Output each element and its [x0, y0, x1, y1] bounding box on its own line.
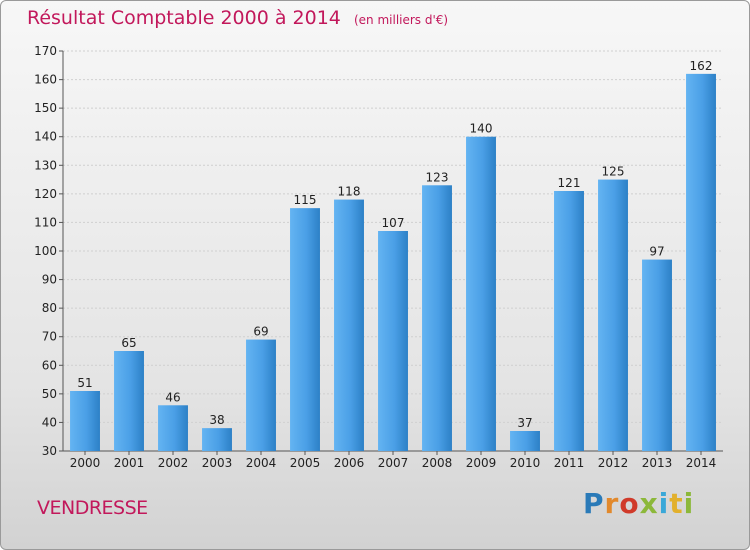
y-tick-label: 50 [42, 387, 57, 401]
value-label-2007: 107 [382, 216, 405, 230]
bar-2007 [378, 231, 408, 451]
value-label-2012: 125 [602, 165, 625, 179]
bar-2005 [290, 208, 320, 451]
proxiti-logo: Proxiti [583, 487, 695, 520]
value-label-2005: 115 [294, 193, 317, 207]
x-tick-label-2004: 2004 [246, 456, 277, 470]
value-label-2013: 97 [649, 245, 664, 259]
x-tick-label-2006: 2006 [334, 456, 365, 470]
chart-subtitle: (en milliers d'€) [353, 13, 449, 27]
y-tick-label: 30 [42, 444, 57, 458]
x-tick-label-2002: 2002 [158, 456, 189, 470]
bar-2003 [202, 428, 232, 451]
y-tick-label: 70 [42, 330, 57, 344]
x-tick-label-2001: 2001 [114, 456, 145, 470]
bar-2011 [554, 191, 584, 451]
value-label-2011: 121 [558, 176, 581, 190]
value-label-2002: 46 [165, 390, 180, 404]
x-tick-label-2007: 2007 [378, 456, 409, 470]
x-tick-label-2010: 2010 [510, 456, 541, 470]
y-tick-label: 100 [34, 244, 57, 258]
y-tick-label: 60 [42, 358, 57, 372]
x-tick-label-2011: 2011 [554, 456, 585, 470]
bars [70, 73, 716, 452]
x-tick-label-2003: 2003 [202, 456, 233, 470]
value-label-2001: 65 [121, 336, 136, 350]
y-tick-label: 110 [34, 215, 57, 229]
value-label-2014: 162 [690, 59, 713, 73]
value-label-2000: 51 [77, 376, 92, 390]
y-tick-label: 80 [42, 301, 57, 315]
chart-title: Résultat Comptable 2000 à 2014 [27, 7, 341, 29]
y-tick-label: 140 [34, 130, 57, 144]
x-tick-label-2005: 2005 [290, 456, 321, 470]
value-label-2003: 38 [209, 413, 224, 427]
bar-2006 [334, 199, 364, 451]
y-tick-label: 150 [34, 101, 57, 115]
y-tick-label: 160 [34, 73, 57, 87]
bar-2010 [510, 431, 540, 451]
x-tick-label-2009: 2009 [466, 456, 497, 470]
value-label-2010: 37 [517, 416, 532, 430]
bar-2014 [686, 73, 716, 451]
y-tick-label: 120 [34, 187, 57, 201]
y-tick-label: 40 [42, 415, 57, 429]
y-tick-label: 170 [34, 44, 57, 58]
x-tick-label-2012: 2012 [598, 456, 629, 470]
x-tick-label-2014: 2014 [686, 456, 717, 470]
bar-2013 [642, 259, 672, 451]
x-tick-label-2008: 2008 [422, 456, 453, 470]
chart-header: Résultat Comptable 2000 à 2014 (en milli… [27, 7, 448, 29]
y-tick-label: 90 [42, 273, 57, 287]
commune-name: VENDRESSE [37, 497, 148, 519]
value-label-2004: 69 [253, 325, 268, 339]
y-tick-label: 130 [34, 158, 57, 172]
value-label-2006: 118 [338, 185, 361, 199]
value-label-2008: 123 [426, 170, 449, 184]
bar-2008 [422, 185, 452, 452]
bar-2000 [70, 391, 100, 451]
x-tick-label-2013: 2013 [642, 456, 673, 470]
bar-2009 [466, 136, 496, 451]
bar-2001 [114, 351, 144, 451]
x-tick-label-2000: 2000 [70, 456, 101, 470]
bar-2002 [158, 405, 188, 451]
labels: 30 40 50 60 70 80 90 100 110 120 130 140 150 160 170 51… [34, 44, 716, 470]
bar-2004 [246, 339, 276, 451]
value-label-2009: 140 [470, 122, 493, 136]
bar-2012 [598, 179, 628, 452]
